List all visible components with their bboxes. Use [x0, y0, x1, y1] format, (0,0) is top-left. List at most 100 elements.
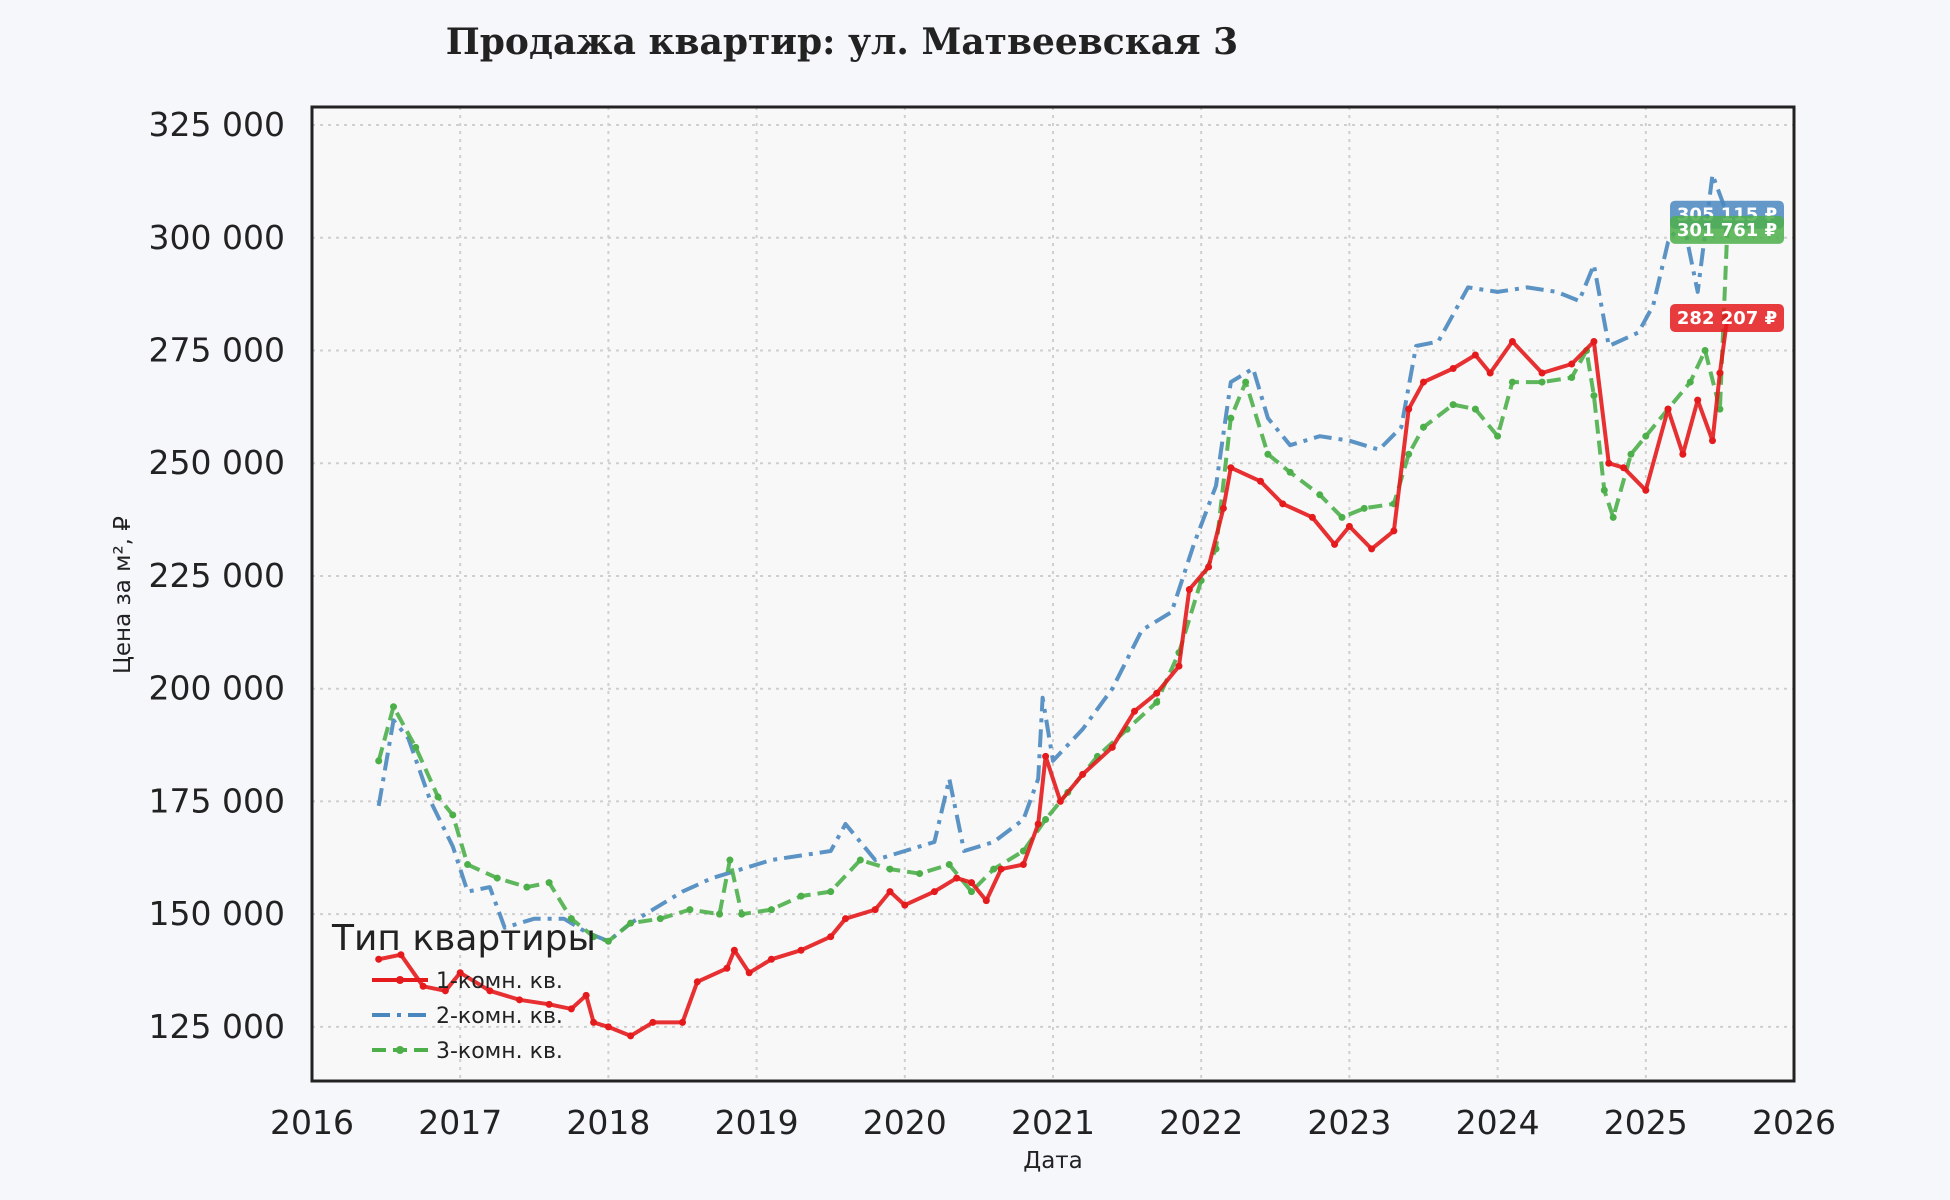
data-point: [486, 987, 494, 995]
data-point: [1227, 464, 1235, 472]
data-point: [1538, 369, 1546, 377]
badge-label: 282 207 ₽: [1677, 308, 1777, 329]
data-point: [1716, 369, 1724, 377]
y-axis-ticks: 125 000 150 000 175 000 200 000 225 000 250 0…: [149, 105, 285, 1046]
x-tick-label: 2023: [1307, 1103, 1391, 1142]
data-point: [1605, 459, 1613, 467]
x-tick-label: 2018: [566, 1103, 650, 1142]
data-point: [1153, 689, 1161, 697]
x-tick-label: 2016: [270, 1103, 354, 1142]
data-point: [1471, 405, 1479, 413]
data-point: [1694, 396, 1702, 404]
data-point: [523, 883, 531, 891]
data-point: [456, 969, 464, 977]
data-point: [1508, 378, 1516, 386]
data-point: [1286, 468, 1294, 476]
data-point: [686, 906, 694, 914]
data-point: [1708, 437, 1716, 445]
data-point: [567, 915, 575, 923]
x-tick-label: 2024: [1456, 1103, 1540, 1142]
data-point: [1538, 378, 1546, 386]
data-point: [1264, 450, 1272, 458]
x-tick-label: 2019: [715, 1103, 799, 1142]
data-point: [656, 915, 664, 923]
data-point: [390, 703, 398, 711]
data-point: [1227, 414, 1235, 422]
legend-label: 3-комн. кв.: [436, 1039, 563, 1064]
data-point: [716, 910, 724, 918]
data-point: [1620, 464, 1628, 472]
data-point: [604, 1023, 612, 1031]
x-tick-label: 2025: [1604, 1103, 1688, 1142]
series-2: [376, 172, 1730, 944]
data-point: [545, 879, 553, 887]
data-point: [916, 870, 924, 878]
data-point: [679, 1018, 686, 1026]
data-point: [1609, 513, 1617, 521]
data-point: [493, 874, 501, 882]
legend-entry-3: 3-комн. кв.: [372, 1039, 563, 1064]
plot-frame: [310, 105, 1796, 1083]
data-point: [567, 1005, 575, 1013]
data-point: [1642, 432, 1650, 440]
data-point: [441, 987, 449, 995]
data-point: [1153, 698, 1161, 706]
data-point: [982, 897, 990, 905]
y-tick-label: 225 000: [149, 556, 285, 595]
y-tick-label: 175 000: [149, 781, 285, 820]
data-point: [856, 856, 864, 864]
y-tick-label: 300 000: [149, 218, 285, 257]
data-point: [953, 874, 961, 882]
series-3: [375, 226, 1731, 945]
data-point: [590, 933, 598, 941]
data-point: [1368, 545, 1376, 553]
data-point: [930, 888, 938, 896]
data-point: [1449, 365, 1457, 373]
last-value-badges: 282 207 ₽305 115 ₽301 761 ₽: [1670, 200, 1784, 333]
data-point: [1486, 369, 1494, 377]
legend-marker: [396, 976, 404, 984]
legend: Тип квартиры 1-комн. кв. 2-комн. кв. 3-ком…: [331, 918, 596, 1064]
data-point: [590, 1018, 598, 1026]
x-tick-label: 2017: [418, 1103, 502, 1142]
x-tick-label: 2026: [1752, 1103, 1836, 1142]
data-point: [1185, 585, 1193, 593]
x-tick-label: 2020: [863, 1103, 947, 1142]
data-point: [797, 946, 805, 954]
data-point: [871, 906, 879, 914]
legend-label: 1-комн. кв.: [436, 969, 563, 994]
data-point: [1508, 337, 1516, 345]
data-point: [1316, 491, 1324, 499]
data-point: [1042, 815, 1050, 823]
legend-marker: [396, 1046, 404, 1054]
x-axis-label: Дата: [1023, 1148, 1083, 1174]
data-point: [412, 743, 420, 751]
data-point: [767, 955, 775, 963]
y-tick-label: 275 000: [149, 331, 285, 370]
data-point: [1219, 504, 1227, 512]
legend-entry-2: 2-комн. кв.: [372, 1004, 563, 1029]
data-point: [375, 757, 383, 765]
data-point: [1686, 378, 1694, 386]
data-point: [1701, 347, 1709, 354]
data-point: [767, 906, 775, 914]
data-point: [434, 793, 442, 801]
data-point: [730, 946, 738, 954]
data-point: [449, 811, 457, 819]
series-1: [375, 314, 1731, 1040]
data-point: [1627, 450, 1635, 458]
data-point: [1471, 351, 1479, 359]
data-point: [997, 865, 1005, 873]
data-point: [1420, 378, 1427, 386]
data-point: [1405, 450, 1413, 458]
data-point: [1042, 752, 1050, 760]
data-point: [1590, 337, 1598, 345]
data-point: [797, 892, 805, 900]
series-layer: [375, 172, 1731, 1040]
legend-title: Тип квартиры: [331, 918, 596, 959]
value-badge-3: 301 761 ₽: [1670, 215, 1784, 244]
data-point: [827, 888, 835, 896]
data-point: [397, 951, 405, 959]
data-point: [627, 919, 635, 927]
data-point: [1420, 423, 1427, 431]
